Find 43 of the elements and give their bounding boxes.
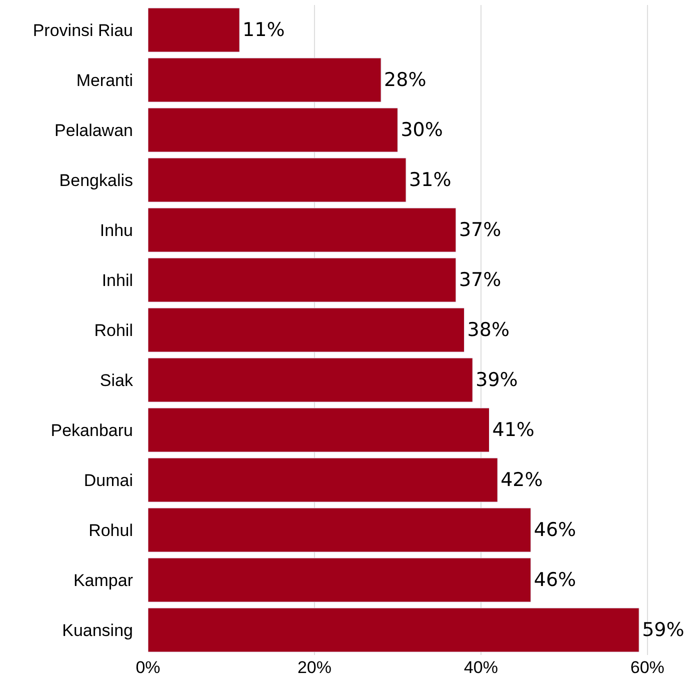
y-tick-label: Pelalawan — [54, 120, 133, 140]
bar — [148, 358, 473, 402]
data-label: 37% — [458, 219, 502, 241]
y-tick-label: Meranti — [76, 70, 133, 90]
bar — [148, 308, 465, 352]
bar — [148, 108, 398, 152]
bar — [148, 608, 640, 652]
y-tick-label: Inhil — [102, 270, 133, 290]
y-tick-label: Provinsi Riau — [32, 20, 133, 40]
data-label: 30% — [400, 119, 443, 141]
y-tick-label: Rohul — [88, 520, 133, 540]
y-tick-label: Dumai — [84, 470, 133, 490]
x-tick-label: 60% — [630, 658, 664, 677]
y-tick-label: Bengkalis — [59, 170, 133, 190]
bar — [148, 8, 240, 52]
data-label: 42% — [500, 469, 543, 491]
data-label: 46% — [534, 519, 576, 541]
y-tick-label: Inhu — [100, 220, 133, 240]
bar — [148, 158, 406, 202]
x-tick-label: 0% — [136, 658, 160, 677]
data-label: 39% — [476, 369, 518, 391]
data-label: 46% — [534, 569, 576, 591]
bar — [148, 508, 532, 552]
data-label: 37% — [458, 269, 502, 291]
data-label: 41% — [492, 419, 534, 441]
y-tick-label: Pekanbaru — [50, 420, 133, 440]
bar — [148, 408, 490, 452]
x-tick-label: 20% — [297, 658, 332, 677]
y-tick-label: Rohil — [94, 320, 133, 340]
data-label: 59% — [642, 619, 684, 641]
y-tick-label: Siak — [100, 370, 134, 390]
data-label: 11% — [242, 19, 285, 41]
y-tick-label: Kampar — [73, 570, 134, 590]
y-tick-label: Kuansing — [62, 620, 133, 640]
bar — [148, 558, 532, 602]
data-label: 28% — [384, 69, 426, 91]
data-label: 31% — [409, 169, 452, 191]
bar — [148, 458, 498, 502]
bar — [148, 258, 456, 302]
data-label: 38% — [467, 319, 510, 341]
x-tick-label: 40% — [464, 658, 498, 677]
bar — [148, 208, 456, 252]
bar — [148, 58, 382, 102]
